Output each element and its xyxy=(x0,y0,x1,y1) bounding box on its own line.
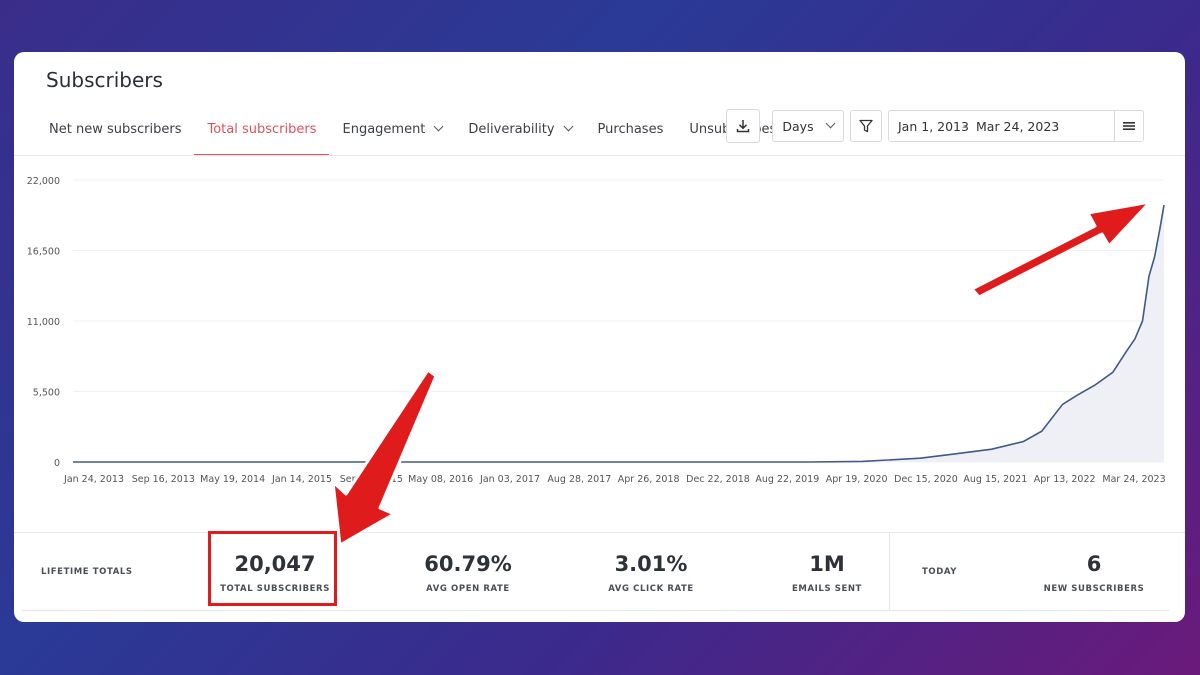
stat-new-subscribers-today: 6 NEW SUBSCRIBERS xyxy=(1019,552,1169,594)
download-button[interactable] xyxy=(726,109,760,143)
stat-label: AVG OPEN RATE xyxy=(426,584,510,594)
series-area xyxy=(73,205,1164,462)
totals-divider xyxy=(14,532,1185,533)
stat-avg-click-rate: 3.01% AVG CLICK RATE xyxy=(576,552,726,594)
y-tick-label: 5,500 xyxy=(33,388,60,399)
x-tick-label: Sep 16, 2013 xyxy=(132,474,195,485)
total-subscribers-highlight-box xyxy=(208,531,337,606)
stat-emails-sent: 1M EMAILS SENT xyxy=(752,552,902,594)
tab-bar: Net new subscribers Total subscribers En… xyxy=(36,110,789,156)
y-tick-label: 0 xyxy=(54,458,60,469)
interval-select[interactable]: Days xyxy=(772,110,844,142)
tab-engagement[interactable]: Engagement xyxy=(329,110,455,156)
stat-label: EMAILS SENT xyxy=(792,584,862,594)
y-tick-label: 16,500 xyxy=(27,247,60,258)
stat-value: 6 xyxy=(1086,552,1102,576)
tab-label: Engagement xyxy=(342,122,426,137)
tab-purchases[interactable]: Purchases xyxy=(585,110,677,156)
lifetime-totals-label: LIFETIME TOTALS xyxy=(41,567,133,577)
download-icon xyxy=(736,120,750,133)
header-divider xyxy=(14,155,1185,156)
x-tick-label: Jan 03, 2017 xyxy=(479,474,540,485)
x-tick-label: May 19, 2014 xyxy=(200,474,265,485)
x-tick-label: May 08, 2016 xyxy=(408,474,473,485)
tab-net-new-subscribers[interactable]: Net new subscribers xyxy=(36,110,194,156)
stat-value: 20,047 xyxy=(234,552,316,576)
interval-value: Days xyxy=(782,118,814,134)
stat-value: 1M xyxy=(809,552,845,576)
x-tick-label: Apr 19, 2020 xyxy=(826,474,888,485)
x-tick-label: Dec 15, 2020 xyxy=(894,474,958,485)
tab-label: Net new subscribers xyxy=(49,122,182,137)
stat-total-subscribers: 20,047 TOTAL SUBSCRIBERS xyxy=(200,552,350,594)
x-tick-label: Aug 22, 2019 xyxy=(755,474,819,485)
filter-icon xyxy=(859,119,873,133)
stat-label: NEW SUBSCRIBERS xyxy=(1043,584,1145,594)
x-tick-label: Dec 22, 2018 xyxy=(686,474,750,485)
stat-value: 60.79% xyxy=(424,552,512,576)
bottom-divider xyxy=(22,610,1169,611)
x-tick-label: Jan 14, 2015 xyxy=(271,474,332,485)
x-tick-label: Aug 28, 2017 xyxy=(547,474,611,485)
x-tick-label: Apr 26, 2018 xyxy=(618,474,680,485)
chevron-down-icon xyxy=(825,118,836,128)
x-tick-label: Jan 24, 2013 xyxy=(63,474,124,485)
tab-label: Total subscribers xyxy=(207,122,317,137)
tab-label: Purchases xyxy=(597,122,664,137)
date-start: Jan 1, 2013 xyxy=(898,119,969,134)
y-tick-label: 11,000 xyxy=(27,317,60,328)
date-separator: – xyxy=(962,119,969,134)
date-end: Mar 24, 2023 xyxy=(976,119,1060,134)
x-tick-label: Apr 13, 2022 xyxy=(1034,474,1096,485)
date-menu-button[interactable] xyxy=(1114,111,1143,141)
stat-label: AVG CLICK RATE xyxy=(608,584,694,594)
page-title: Subscribers xyxy=(46,68,163,92)
x-tick-label: Sep 09, 2015 xyxy=(340,474,403,485)
tab-deliverability[interactable]: Deliverability xyxy=(455,110,584,156)
total-subscribers-chart: 0 5,500 11,000 16,500 22,000 Jan 24, 2013 Sep … xyxy=(27,176,1166,485)
chevron-down-icon xyxy=(433,121,444,132)
date-range-picker[interactable]: Jan 1, 2013 – Mar 24, 2023 xyxy=(888,110,1144,142)
stat-avg-open-rate: 60.79% AVG OPEN RATE xyxy=(393,552,543,594)
y-tick-label: 22,000 xyxy=(27,176,60,187)
stat-value: 3.01% xyxy=(614,552,688,576)
lifetime-totals-bar: LIFETIME TOTALS 20,047 TOTAL SUBSCRIBERS… xyxy=(14,532,1185,610)
totals-separator xyxy=(889,532,890,610)
hamburger-icon xyxy=(1123,122,1135,130)
filter-button[interactable] xyxy=(850,110,882,142)
chevron-down-icon xyxy=(563,121,573,132)
tab-label: Deliverability xyxy=(468,122,555,137)
series-line xyxy=(73,204,1165,463)
x-tick-label: Mar 24, 2023 xyxy=(1102,474,1165,485)
stat-label: TOTAL SUBSCRIBERS xyxy=(220,584,330,594)
subscribers-card: Subscribers Net new subscribers Total su… xyxy=(14,52,1185,622)
today-label: TODAY xyxy=(922,567,957,577)
x-tick-label: Aug 15, 2021 xyxy=(963,474,1027,485)
tab-total-subscribers[interactable]: Total subscribers xyxy=(194,110,330,156)
